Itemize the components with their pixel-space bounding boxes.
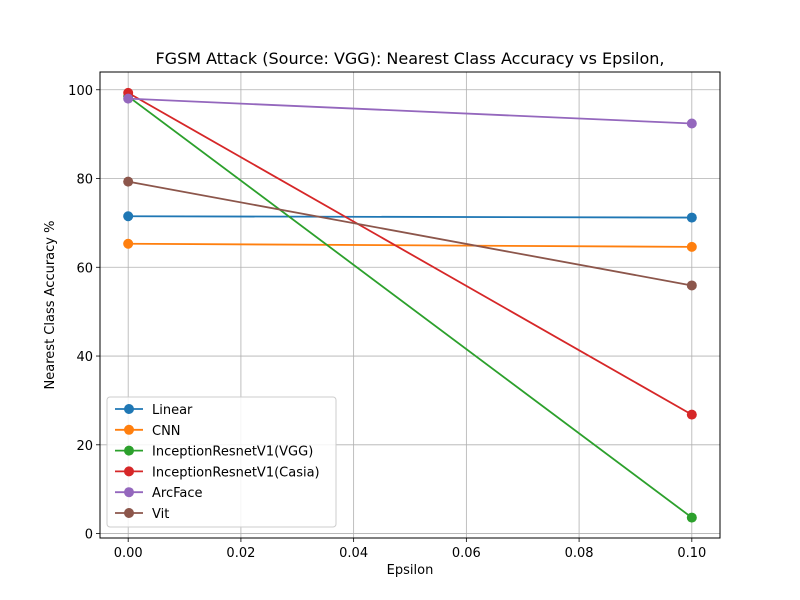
legend-item: Linear: [115, 403, 193, 418]
data-point: [123, 93, 134, 104]
legend-label: InceptionResnetV1(VGG): [152, 445, 313, 460]
legend: Linear CNN InceptionResnetV1(VGG) Inception…: [106, 396, 337, 528]
data-point: [686, 212, 697, 223]
legend-label: ArcFace: [152, 486, 203, 501]
data-point: [686, 512, 697, 523]
y-axis-ticks: 0 20 40 60 80 100: [68, 84, 100, 543]
legend-swatch-marker: [124, 508, 134, 518]
x-tick-label: 0.04: [339, 546, 368, 561]
legend-item: Vit: [115, 507, 169, 522]
y-tick-label: 20: [76, 439, 93, 454]
data-point: [686, 241, 697, 252]
legend-swatch-marker: [124, 404, 134, 414]
series-line: [128, 242, 692, 248]
legend-swatch-marker: [124, 487, 134, 498]
legend-label: Linear: [152, 403, 193, 418]
plot-frame: [99, 71, 721, 539]
legend-item: InceptionResnetV1(VGG): [115, 445, 313, 460]
series-line: [128, 97, 692, 125]
legend-label: Vit: [152, 507, 169, 522]
legend-swatch-marker: [124, 445, 134, 456]
y-axis-label: Nearest Class Accuracy %: [43, 221, 58, 390]
chart-title: FGSM Attack (Source: VGG): Nearest Class…: [155, 49, 664, 68]
data-point: [123, 238, 134, 249]
series-5: [123, 176, 697, 291]
data-point: [686, 409, 697, 420]
y-tick-label: 60: [76, 261, 93, 276]
legend-swatch-marker: [124, 466, 134, 477]
series-0: [123, 211, 697, 223]
series-line: [128, 180, 692, 287]
series-layer: [123, 87, 697, 523]
series-1: [123, 238, 697, 252]
legend-item: InceptionResnetV1(Casia): [115, 465, 320, 480]
x-tick-label: 0.02: [226, 546, 255, 561]
grid-lines: [100, 72, 720, 538]
data-point: [686, 118, 697, 129]
y-tick-label: 80: [76, 173, 93, 188]
y-tick-label: 100: [68, 84, 93, 99]
series-line: [127, 95, 693, 519]
y-tick-label: 40: [76, 350, 93, 365]
series-3: [123, 87, 697, 420]
x-tick-label: 0.08: [565, 546, 594, 561]
series-line: [127, 92, 693, 416]
data-point: [686, 280, 697, 291]
y-tick-label: 0: [85, 528, 93, 543]
data-point: [123, 176, 134, 187]
legend-label: InceptionResnetV1(Casia): [152, 465, 320, 480]
legend-swatch-marker: [124, 424, 134, 435]
data-point: [123, 211, 134, 222]
legend-label: CNN: [152, 424, 181, 439]
x-tick-label: 0.00: [114, 546, 143, 561]
x-tick-label: 0.06: [452, 546, 481, 561]
series-line: [128, 215, 692, 219]
series-4: [123, 93, 697, 129]
x-axis-ticks: 0.00 0.02 0.04 0.06 0.08 0.10: [114, 538, 706, 561]
legend-item: CNN: [115, 424, 181, 439]
legend-box: [106, 396, 337, 528]
x-axis-label: Epsilon: [387, 563, 434, 578]
x-tick-label: 0.10: [677, 546, 706, 561]
legend-item: ArcFace: [115, 486, 203, 501]
